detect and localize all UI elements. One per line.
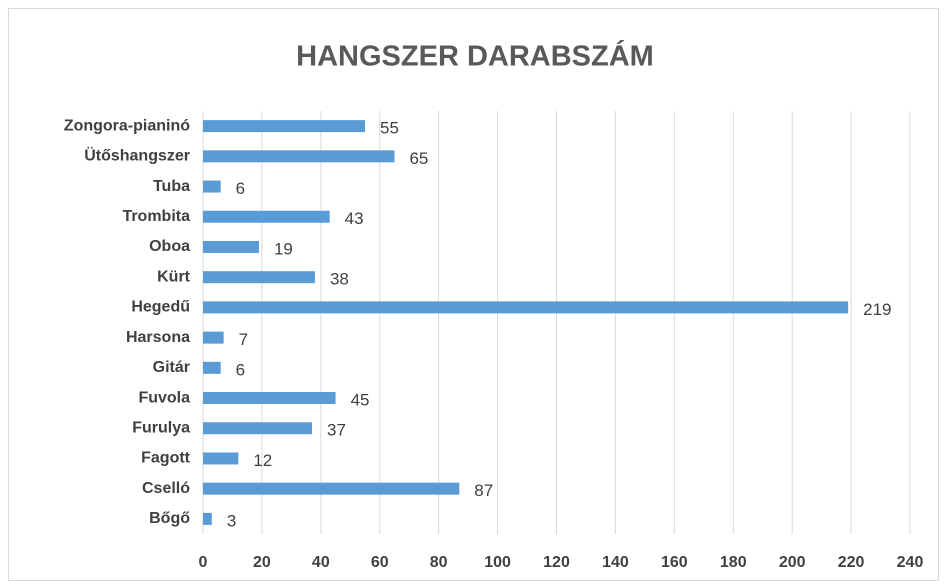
data-label: 55 xyxy=(380,119,399,138)
y-tick-label: Tuba xyxy=(153,178,190,195)
x-tick-label: 200 xyxy=(779,554,806,571)
bar xyxy=(203,512,212,525)
y-tick-label: Cselló xyxy=(142,480,190,497)
x-tick-label: 240 xyxy=(897,554,924,571)
y-tick-label: Furulya xyxy=(132,419,190,436)
y-tick-label: Trombita xyxy=(122,208,190,225)
x-tick-label: 140 xyxy=(602,554,629,571)
x-tick-label: 220 xyxy=(838,554,865,571)
y-tick-label: Kürt xyxy=(157,268,191,285)
data-label: 43 xyxy=(345,209,364,228)
bar xyxy=(203,452,239,465)
bar xyxy=(203,120,366,133)
y-tick-label: Harsona xyxy=(126,329,190,346)
y-tick-label: Fagott xyxy=(141,450,191,467)
bar xyxy=(203,210,330,223)
bar xyxy=(203,361,221,374)
y-tick-label: Fuvola xyxy=(138,389,190,406)
x-tick-label: 20 xyxy=(253,554,271,571)
data-label: 6 xyxy=(236,179,245,198)
chart-title: HANGSZER DARABSZÁM xyxy=(296,39,654,73)
x-tick-label: 0 xyxy=(199,554,208,571)
bar xyxy=(203,331,224,344)
bar xyxy=(203,150,395,163)
bar xyxy=(203,180,221,193)
y-tick-label: Oboa xyxy=(149,238,190,255)
x-tick-label: 120 xyxy=(543,554,570,571)
x-tick-label: 80 xyxy=(430,554,448,571)
chart-border xyxy=(8,8,939,581)
y-tick-label: Ütőshangszer xyxy=(84,146,190,165)
x-tick-label: 100 xyxy=(484,554,511,571)
data-label: 6 xyxy=(236,360,245,379)
data-label: 65 xyxy=(409,149,428,168)
data-label: 7 xyxy=(239,330,248,349)
y-tick-label: Gitár xyxy=(153,359,190,376)
data-label: 38 xyxy=(330,270,349,289)
y-tick-label: Zongora-pianinó xyxy=(64,117,190,134)
data-label: 219 xyxy=(863,300,891,319)
data-label: 12 xyxy=(253,451,272,470)
bar xyxy=(203,422,312,435)
bar xyxy=(203,240,259,253)
x-tick-label: 160 xyxy=(661,554,688,571)
x-tick-label: 40 xyxy=(312,554,330,571)
x-tick-label: 60 xyxy=(371,554,389,571)
data-label: 45 xyxy=(351,391,370,410)
bar xyxy=(203,301,849,314)
data-label: 3 xyxy=(227,511,236,530)
data-label: 19 xyxy=(274,239,293,258)
bar xyxy=(203,392,336,405)
data-label: 87 xyxy=(474,481,493,500)
bar xyxy=(203,482,460,495)
bar xyxy=(203,271,315,284)
x-tick-label: 180 xyxy=(720,554,747,571)
data-label: 37 xyxy=(327,421,346,440)
y-tick-label: Hegedű xyxy=(131,299,190,316)
y-tick-label: Bőgő xyxy=(149,510,190,527)
